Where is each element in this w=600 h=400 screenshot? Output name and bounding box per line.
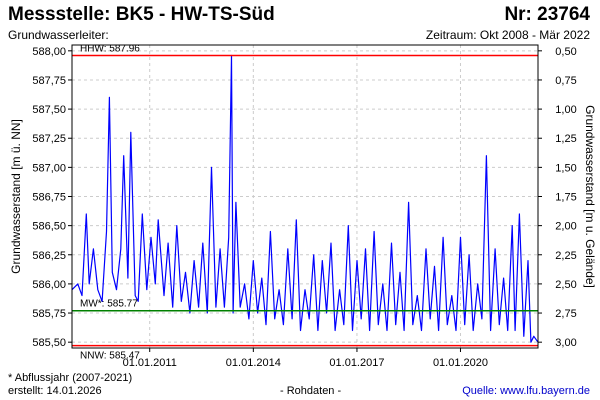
- y2-tick-label: 3,00: [555, 337, 576, 349]
- y2-tick-label: 1,50: [555, 162, 576, 174]
- x-tick-label: 01.01.2017: [329, 357, 384, 369]
- y-tick-label: 586,00: [32, 279, 66, 291]
- x-tick-label: 01.01.2011: [123, 357, 177, 369]
- y2-axis-label: Grundwasserstand [m u. Gelände]: [583, 105, 597, 288]
- y-tick-label: 587,00: [32, 162, 66, 174]
- source-link[interactable]: Quelle: www.lfu.bayern.de: [462, 385, 590, 397]
- y2-tick-label: 2,50: [555, 279, 576, 291]
- y2-tick-label: 1,75: [555, 192, 576, 204]
- reference-line-label: HHW: 587.96: [80, 43, 140, 54]
- y-tick-label: 587,25: [32, 133, 66, 145]
- footnote: * Abflussjahr (2007-2021): [8, 372, 133, 384]
- y-tick-label: 587,50: [32, 104, 66, 116]
- y2-tick-label: 1,00: [555, 104, 576, 116]
- created-date: erstellt: 14.01.2026: [8, 385, 102, 397]
- y-tick-label: 587,75: [32, 75, 66, 87]
- aquifer-label: Grundwasserleiter:: [8, 28, 109, 42]
- y2-tick-label: 1,25: [555, 133, 576, 145]
- y-tick-label: 588,00: [32, 46, 66, 58]
- plot-border: [71, 44, 539, 349]
- reference-line-label: MW*: 585.77: [80, 299, 138, 310]
- period-label: Zeitraum: Okt 2008 - Mär 2022: [425, 28, 590, 42]
- y2-tick-label: 2,25: [555, 250, 576, 262]
- y-tick-label: 586,25: [32, 250, 66, 262]
- reference-line-label: NNW: 585.47: [80, 351, 140, 362]
- y2-tick-label: 2,00: [555, 221, 576, 233]
- page-title: Messstelle: BK5 - HW-TS-Süd: [8, 4, 275, 25]
- y-tick-label: 585,75: [32, 308, 66, 320]
- y2-tick-label: 2,75: [555, 308, 576, 320]
- y-tick-label: 585,50: [32, 337, 66, 349]
- series-line: [71, 54, 539, 343]
- rawdata-label: - Rohdaten -: [280, 385, 342, 397]
- y-tick-label: 586,50: [32, 221, 66, 233]
- y-tick-label: 586,75: [32, 192, 66, 204]
- y-axis-label: Grundwasserstand [m ü. NN]: [9, 119, 23, 274]
- y2-tick-label: 0,50: [555, 46, 576, 58]
- y2-tick-label: 0,75: [555, 75, 576, 87]
- x-tick-label: 01.01.2014: [226, 357, 281, 369]
- station-number: Nr: 23764: [504, 4, 590, 25]
- x-tick-label: 01.01.2020: [433, 357, 488, 369]
